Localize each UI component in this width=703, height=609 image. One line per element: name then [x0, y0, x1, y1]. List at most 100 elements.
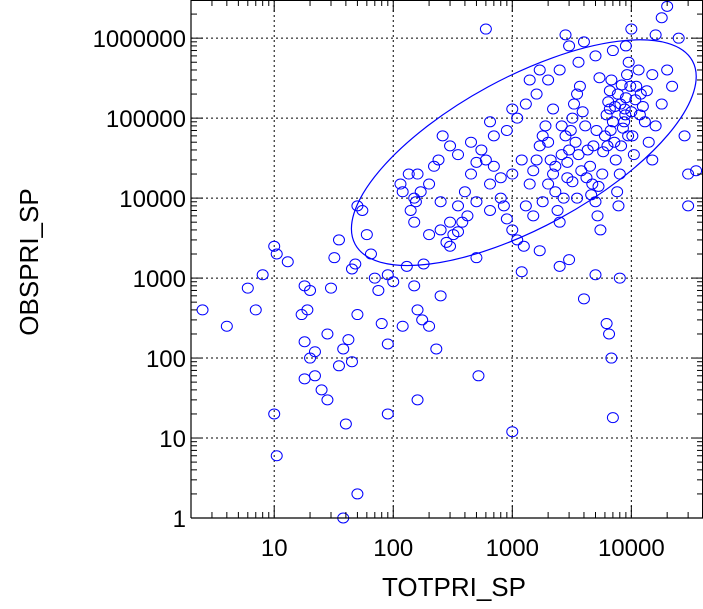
data-point: [559, 29, 572, 41]
data-point: [600, 318, 613, 330]
data-point: [411, 394, 424, 406]
data-point: [566, 112, 579, 124]
data-point: [487, 130, 500, 142]
data-point: [594, 224, 607, 236]
data-point: [604, 125, 617, 137]
data-point: [527, 165, 540, 177]
data-point: [542, 178, 555, 190]
data-point: [553, 216, 566, 228]
data-point: [440, 236, 453, 248]
data-point: [606, 45, 619, 57]
data-point: [339, 418, 352, 430]
data-point: [655, 98, 668, 110]
data-point: [295, 309, 308, 321]
data-point: [470, 156, 483, 168]
data-point: [678, 130, 691, 142]
data-point: [672, 32, 685, 44]
data-point: [563, 40, 576, 52]
data-point: [600, 109, 613, 121]
grid-lines: [191, 0, 703, 519]
data-point: [569, 136, 582, 148]
data-point: [458, 186, 471, 198]
data-point: [536, 130, 549, 142]
data-point: [308, 346, 321, 358]
data-point: [572, 149, 585, 161]
data-point: [351, 309, 364, 321]
data-point: [349, 258, 362, 270]
data-point: [381, 338, 394, 350]
data-point: [452, 200, 465, 212]
y-tick-label: 10: [159, 426, 186, 453]
data-point: [612, 200, 625, 212]
data-point: [447, 229, 460, 241]
data-point: [506, 103, 519, 115]
data-point: [589, 269, 602, 281]
data-point: [479, 23, 492, 35]
data-point: [613, 272, 626, 284]
data-point: [304, 284, 317, 296]
data-point: [627, 149, 640, 161]
data-point: [618, 116, 631, 128]
data-point: [615, 79, 628, 91]
data-point: [591, 210, 604, 222]
data-point: [572, 56, 585, 68]
data-point: [649, 120, 662, 132]
data-point: [561, 156, 574, 168]
data-point: [589, 196, 602, 208]
data-point: [611, 186, 624, 198]
data-point: [270, 248, 283, 260]
data-point: [646, 69, 659, 81]
data-point: [542, 74, 555, 86]
data-point: [642, 136, 655, 148]
data-point: [585, 189, 598, 201]
data-point: [519, 200, 532, 212]
y-tick-label: 1: [173, 506, 186, 533]
data-point: [328, 252, 341, 264]
data-point: [423, 229, 436, 241]
data-point: [549, 186, 562, 198]
data-point: [220, 320, 233, 332]
data-point: [396, 320, 409, 332]
data-point: [603, 85, 616, 97]
data-point: [533, 140, 546, 152]
tick-labels: 10 100 1000 10000 1 10 100 1000 10000 100000 10000…: [93, 26, 665, 562]
data-point: [434, 224, 447, 236]
data-point: [298, 373, 311, 385]
data-point: [416, 314, 429, 326]
data-point: [575, 165, 588, 177]
data-point: [332, 360, 345, 372]
data-point: [621, 69, 634, 81]
data-point: [411, 304, 424, 316]
data-point: [470, 252, 483, 264]
x-tick-label: 1000: [486, 535, 539, 562]
data-point: [536, 196, 549, 208]
data-point: [590, 125, 603, 137]
data-point: [321, 328, 334, 340]
data-point: [597, 146, 610, 158]
data-point: [375, 318, 388, 330]
data-point: [632, 64, 645, 76]
data-point: [530, 88, 543, 100]
data-point: [484, 116, 497, 128]
data-point: [517, 240, 530, 252]
data-point: [500, 125, 513, 137]
data-point: [414, 186, 427, 198]
data-point: [500, 213, 513, 225]
data-point: [428, 160, 441, 172]
data-point: [619, 40, 632, 52]
data-point: [351, 488, 364, 500]
data-point: [321, 394, 334, 406]
data-point: [515, 154, 528, 166]
data-point: [666, 80, 679, 92]
y-tick-label: 100000: [106, 106, 186, 133]
data-point: [549, 160, 562, 172]
data-point: [539, 120, 552, 132]
data-point: [547, 103, 560, 115]
y-tick-label: 10000: [119, 186, 186, 213]
data-point: [596, 168, 609, 180]
y-tick-label: 1000000: [93, 26, 186, 53]
data-point: [563, 254, 576, 266]
data-point: [640, 85, 653, 97]
data-point: [589, 50, 602, 62]
